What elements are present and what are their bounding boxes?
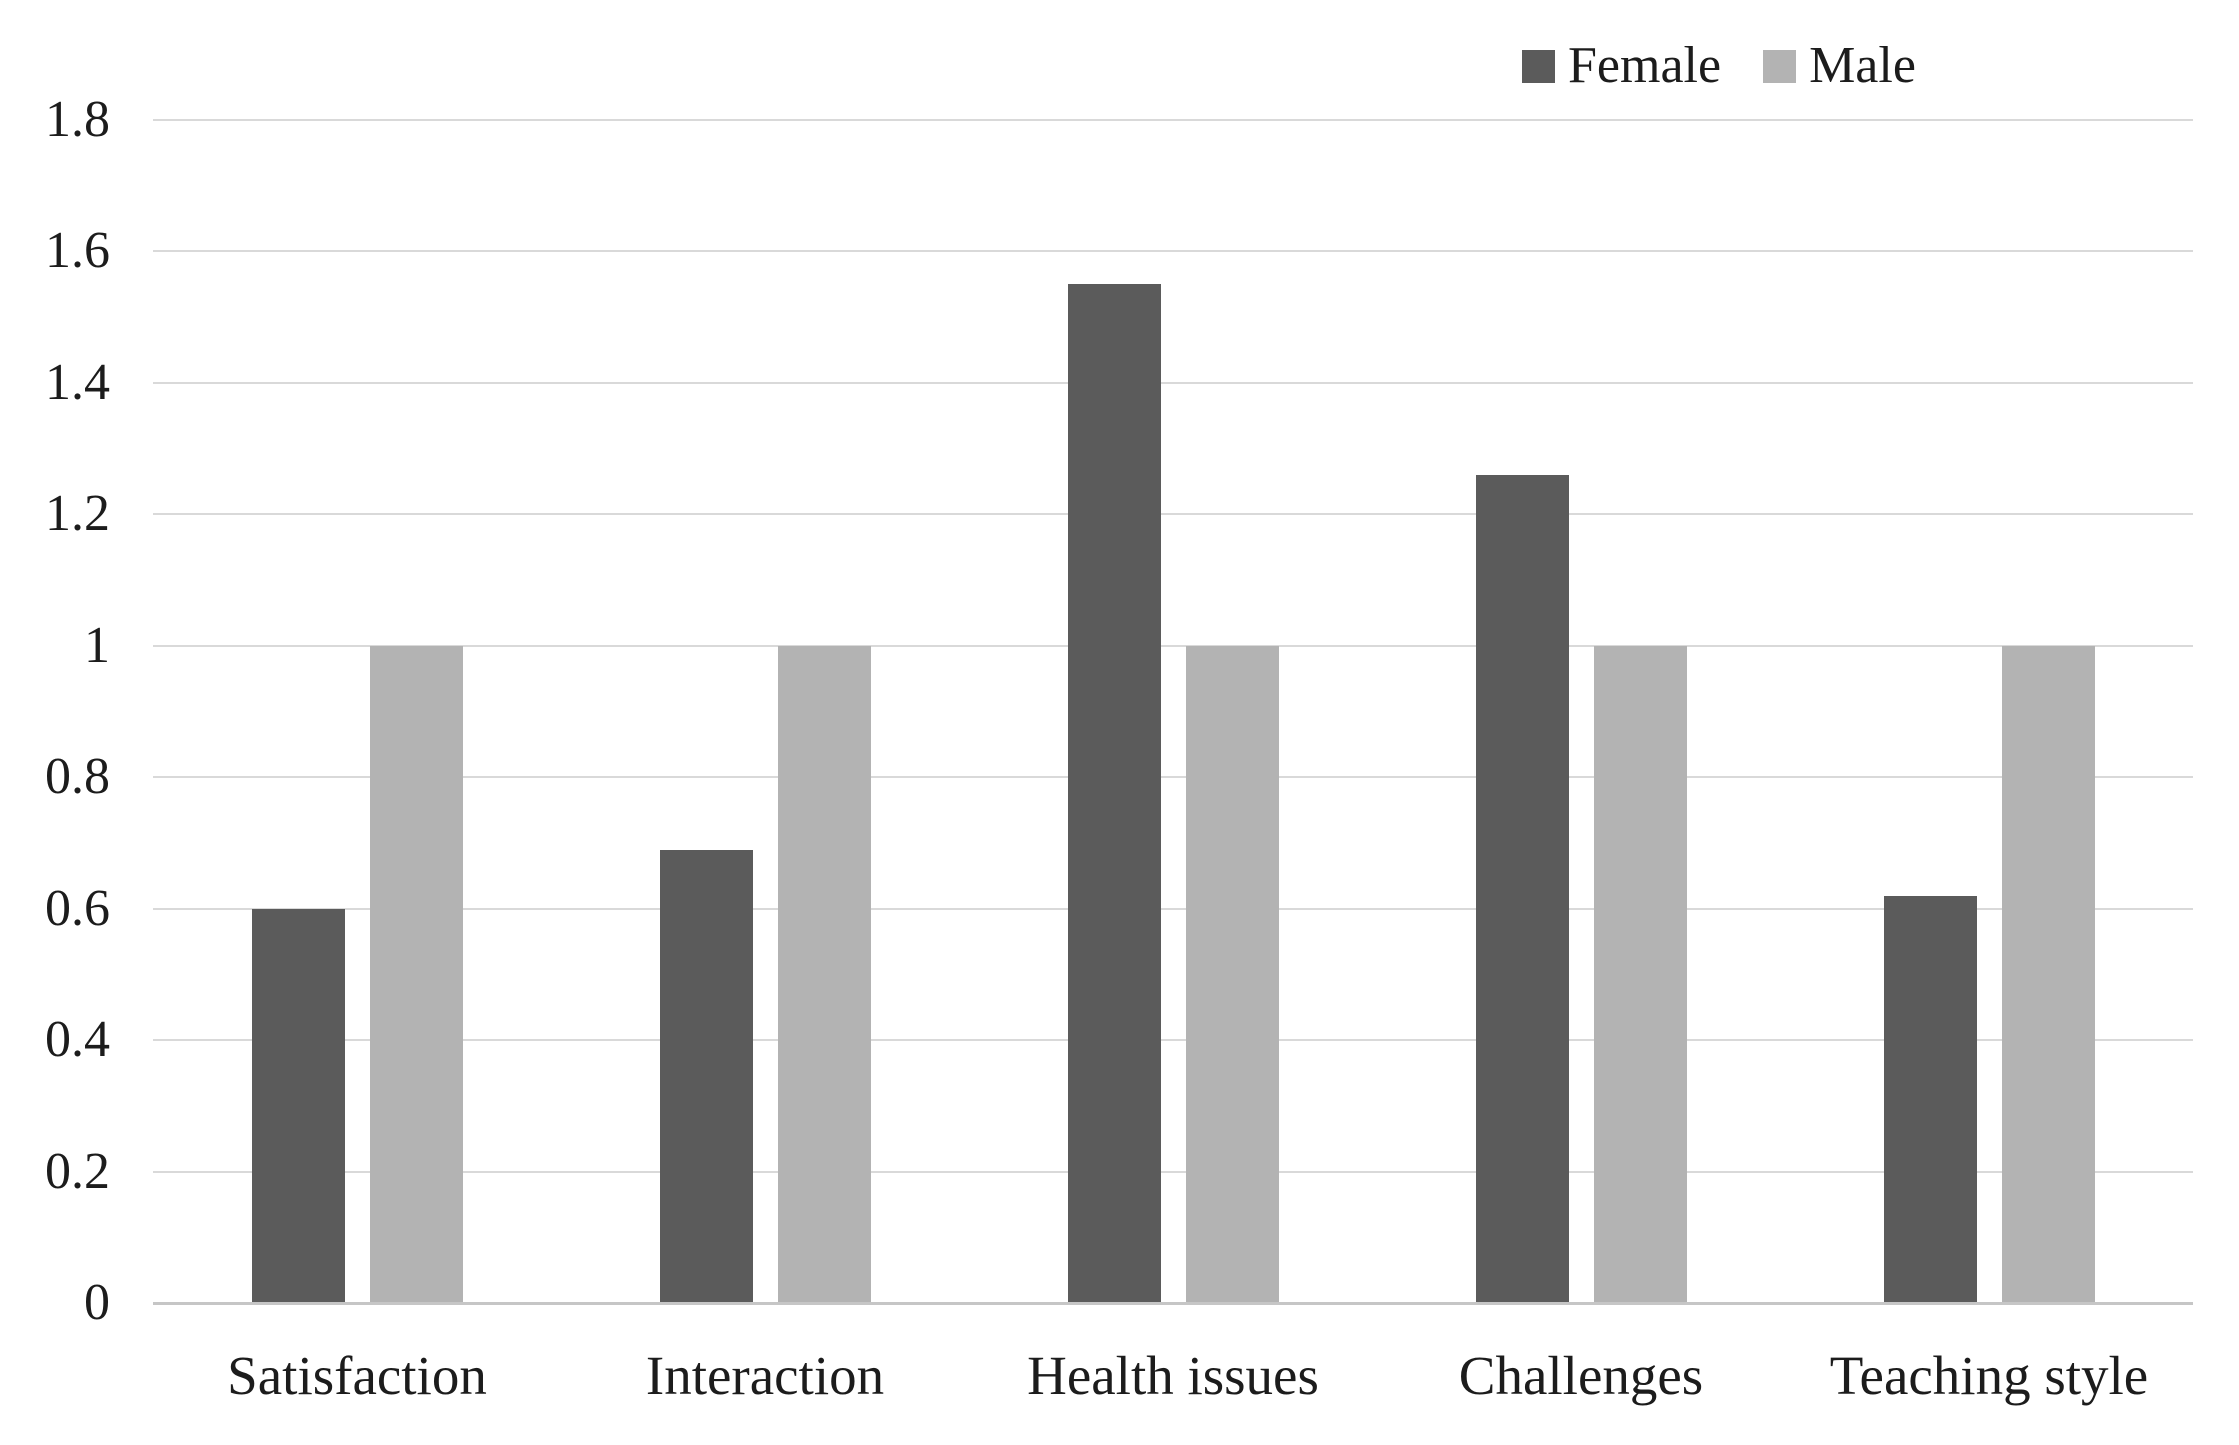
y-tick-label: 0.6: [45, 879, 110, 937]
bar-male-challenges: [1593, 645, 1687, 1303]
x-category-label: Satisfaction: [227, 1345, 487, 1406]
bar-male-teaching-style: [2001, 645, 2095, 1303]
x-category-label: Challenges: [1458, 1345, 1704, 1406]
x-category-label: Health issues: [1027, 1345, 1319, 1406]
y-tick-label: 0.8: [45, 748, 110, 806]
x-axis-line: [153, 1302, 2193, 1305]
y-gridline: [153, 1170, 2193, 1173]
x-category-label: Teaching style: [1829, 1345, 2149, 1406]
y-gridline: [153, 1039, 2193, 1042]
y-tick-label: 1.2: [45, 485, 110, 543]
y-tick-label: 1.6: [45, 222, 110, 280]
legend-item-female: Female: [1522, 38, 1721, 94]
y-gridline: [153, 644, 2193, 647]
legend-item-male: Male: [1763, 38, 1916, 94]
y-tick-label: 0: [84, 1274, 110, 1331]
bar-female-satisfaction: [251, 908, 345, 1303]
bar-male-satisfaction: [369, 645, 463, 1303]
bar-male-health-issues: [1185, 645, 1279, 1303]
y-gridline: [153, 250, 2193, 253]
y-tick-label: 1.4: [45, 353, 110, 411]
legend-swatch-male-icon: [1763, 49, 1797, 83]
y-tick-label: 1: [84, 616, 110, 674]
bar-female-challenges: [1475, 474, 1569, 1303]
legend-label-female: Female: [1568, 37, 1722, 94]
y-gridline: [153, 381, 2193, 384]
y-gridline: [153, 513, 2193, 516]
y-tick-label: 0.2: [45, 1142, 110, 1200]
y-gridline: [153, 907, 2193, 910]
x-category-label: Interaction: [645, 1345, 885, 1406]
y-tick-label: 1.8: [45, 91, 110, 148]
legend-label-male: Male: [1809, 37, 1916, 94]
y-gridline: [153, 119, 2193, 121]
bar-female-health-issues: [1067, 284, 1161, 1303]
bar-female-teaching-style: [1883, 895, 1977, 1303]
legend: Female Male: [1522, 38, 1958, 94]
legend-swatch-female-icon: [1522, 49, 1555, 83]
bar-male-interaction: [777, 645, 871, 1303]
bar-female-interaction: [659, 849, 753, 1303]
y-tick-label: 0.4: [45, 1011, 110, 1069]
y-gridline: [153, 776, 2193, 779]
